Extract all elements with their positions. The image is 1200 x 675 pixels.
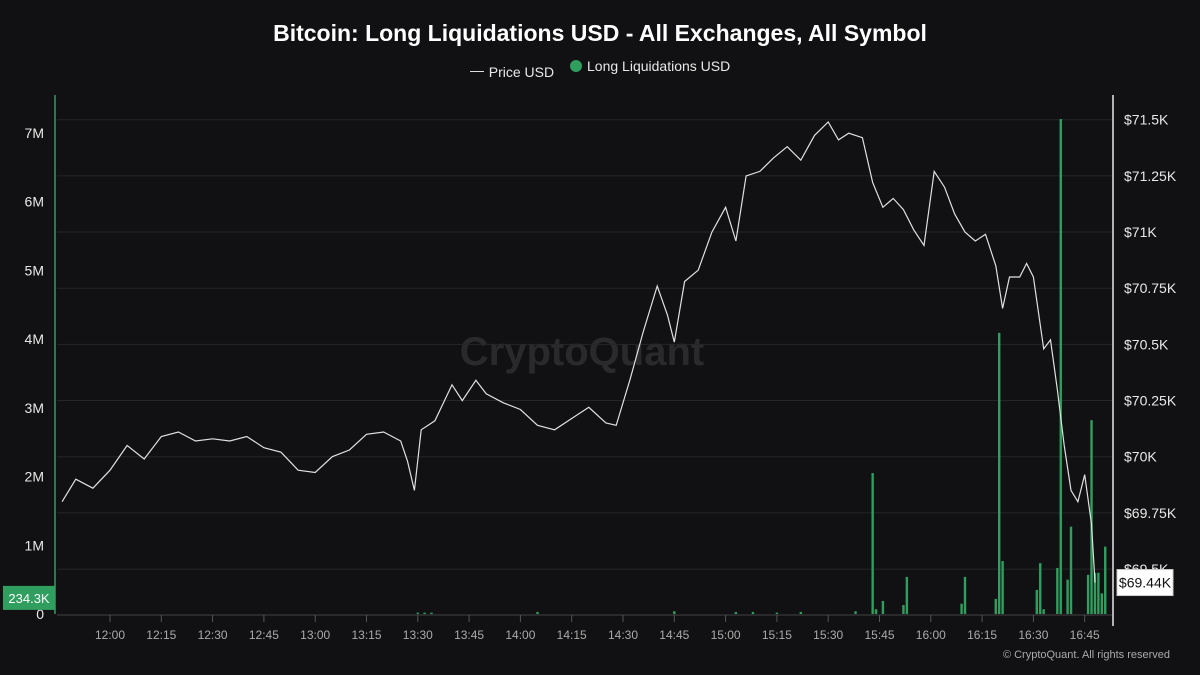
liquidation-bar bbox=[1104, 546, 1107, 614]
x-tick-label: 15:30 bbox=[813, 628, 843, 642]
y-right-tick-label: $70.5K bbox=[1124, 336, 1169, 352]
dot-marker-icon bbox=[570, 60, 583, 72]
liquidation-bar bbox=[1059, 119, 1062, 614]
price-line bbox=[61, 121, 1096, 583]
current-price-badge bbox=[1116, 569, 1174, 597]
current-liquidation-badge bbox=[3, 585, 55, 610]
liquidation-bar bbox=[994, 598, 997, 614]
x-tick-label: 15:15 bbox=[762, 628, 792, 642]
copyright-footer: © CryptoQuant. All rights reserved bbox=[1002, 649, 1170, 661]
x-tick-label: 12:45 bbox=[249, 628, 279, 642]
y-right-tick-label: $70.75K bbox=[1124, 280, 1177, 296]
x-tick-label: 13:00 bbox=[300, 628, 330, 642]
x-tick-label: 14:15 bbox=[557, 628, 587, 642]
x-tick-label: 14:00 bbox=[505, 628, 535, 642]
x-tick-label: 15:45 bbox=[864, 628, 894, 642]
y-left-tick-label: 2M bbox=[25, 469, 44, 485]
y-left-tick-label: 3M bbox=[25, 400, 44, 416]
liquidation-bar bbox=[673, 611, 676, 614]
liquidation-bar bbox=[1086, 574, 1090, 614]
liquidation-bar bbox=[881, 600, 885, 614]
liquidation-bar bbox=[751, 611, 755, 614]
liquidation-bar bbox=[423, 612, 426, 614]
y-left-tick-label: 4M bbox=[25, 331, 44, 347]
liquidation-bar bbox=[960, 603, 963, 614]
liquidation-bar bbox=[416, 612, 419, 614]
liquidation-bar bbox=[874, 609, 878, 614]
y-right-tick-label: $71.25K bbox=[1124, 168, 1177, 184]
y-right-tick-label: $71K bbox=[1124, 224, 1157, 240]
watermark: CryptoQuant bbox=[460, 330, 704, 374]
liquidation-bar bbox=[1035, 589, 1039, 614]
liquidation-bar bbox=[1097, 572, 1100, 614]
y-right-tick-label: $71.5K bbox=[1124, 112, 1169, 128]
y-left-tick-label: 7M bbox=[25, 125, 44, 141]
liquidation-bar bbox=[536, 611, 539, 614]
liquidation-bar bbox=[775, 612, 779, 614]
x-tick-label: 12:15 bbox=[146, 628, 176, 642]
liquidation-bar bbox=[430, 612, 433, 614]
liquidation-bar bbox=[1100, 593, 1103, 614]
legend: Price USD Long Liquidations USD bbox=[0, 58, 1200, 80]
y-left-tick-label: 5M bbox=[25, 262, 44, 278]
chart-title: Bitcoin: Long Liquidations USD - All Exc… bbox=[273, 20, 927, 46]
liquidation-bar bbox=[998, 332, 1001, 614]
liquidation-bar bbox=[1042, 609, 1045, 614]
x-tick-label: 13:30 bbox=[403, 628, 433, 642]
liquidation-bar bbox=[1093, 572, 1097, 614]
x-tick-label: 13:45 bbox=[454, 628, 484, 642]
legend-item-price[interactable]: Price USD bbox=[469, 64, 554, 80]
x-tick-label: 14:45 bbox=[659, 628, 689, 642]
liquidation-bar bbox=[905, 576, 909, 614]
liquidation-bar bbox=[1090, 420, 1093, 614]
y-left-tick-label: 1M bbox=[25, 537, 44, 553]
y-left-tick-label: 6M bbox=[25, 194, 44, 210]
liquidation-bar bbox=[963, 576, 967, 614]
x-tick-label: 16:15 bbox=[967, 628, 997, 642]
liquidation-bar bbox=[871, 473, 874, 614]
current-liquidation-label: 234.3K bbox=[8, 591, 50, 606]
x-tick-label: 14:30 bbox=[608, 628, 638, 642]
y-right-tick-label: $69.75K bbox=[1124, 505, 1177, 521]
liquidation-bar bbox=[1001, 561, 1004, 614]
y-right-tick-label: $70K bbox=[1124, 449, 1157, 465]
x-tick-label: 16:30 bbox=[1018, 628, 1048, 642]
x-tick-label: 12:30 bbox=[198, 628, 228, 642]
liquidation-bar bbox=[1056, 567, 1059, 614]
liquidation-bar bbox=[1069, 526, 1073, 614]
liquidation-bar bbox=[1066, 579, 1069, 614]
x-tick-label: 12:00 bbox=[95, 628, 125, 642]
x-tick-label: 13:15 bbox=[351, 628, 381, 642]
line-marker-icon bbox=[469, 71, 484, 72]
y-right-tick-label: $70.25K bbox=[1124, 393, 1177, 409]
liquidation-bar bbox=[902, 605, 905, 614]
liquidation-bar bbox=[854, 611, 857, 614]
current-price-label: $69.44K bbox=[1119, 575, 1172, 591]
liquidation-bar bbox=[1039, 563, 1042, 614]
liquidation-bar bbox=[734, 611, 738, 614]
x-tick-label: 16:45 bbox=[1070, 628, 1100, 642]
x-tick-label: 16:00 bbox=[916, 628, 946, 642]
legend-item-liquidations[interactable]: Long Liquidations USD bbox=[570, 58, 730, 74]
y-left-tick-label: 0 bbox=[36, 606, 44, 622]
liquidation-bar bbox=[799, 611, 803, 614]
x-tick-label: 15:00 bbox=[711, 628, 741, 642]
